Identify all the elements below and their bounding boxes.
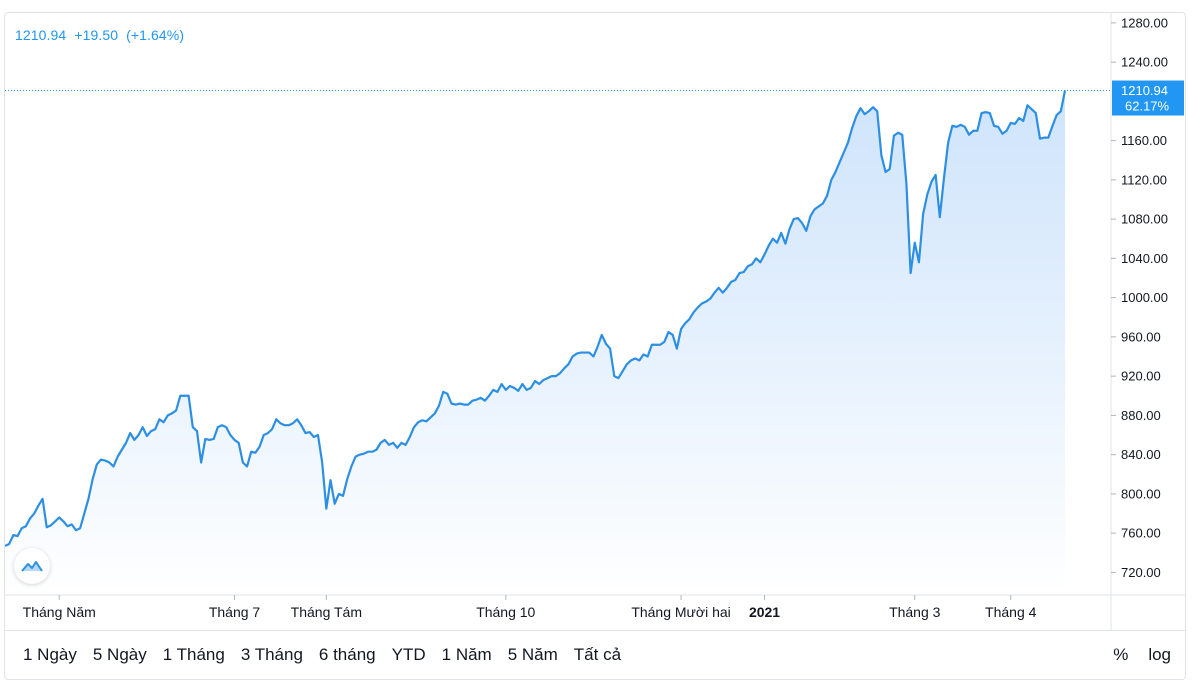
last-price-value: 1210.94 — [1121, 83, 1168, 98]
y-tick-label: 1240.00 — [1121, 55, 1168, 70]
legend-change: +19.50 — [74, 27, 119, 43]
x-tick-label: Tháng 10 — [476, 604, 535, 620]
range-button[interactable]: 1 Ngày — [23, 645, 77, 664]
range-button[interactable]: 6 tháng — [318, 645, 376, 664]
area-fill — [5, 90, 1065, 595]
range-button[interactable]: 5 Ngày — [92, 645, 147, 664]
log-scale-button[interactable]: log — [1148, 645, 1171, 664]
range-buttons: 1 Ngày 5 Ngày 1 Tháng 3 Tháng 6 tháng YTD 1 Nă… — [15, 645, 629, 665]
y-tick-label: 960.00 — [1121, 329, 1161, 344]
y-tick-label: 920.00 — [1121, 369, 1161, 384]
price-legend: 1210.94 +19.50 (+1.64%) — [15, 27, 188, 43]
chart-widget: 720.00 760.00 800.00 840.00 880.00 920.00 960.… — [4, 12, 1186, 680]
x-tick-label: 2021 — [749, 604, 780, 620]
y-tick-label: 1040.00 — [1121, 251, 1168, 266]
y-tick-label: 1000.00 — [1121, 290, 1168, 305]
x-tick-label: Tháng 4 — [985, 604, 1037, 620]
series-line — [5, 90, 1067, 547]
y-tick-label: 880.00 — [1121, 408, 1161, 423]
x-tick-label: Tháng 7 — [209, 604, 261, 620]
x-tick-label: Tháng Năm — [23, 604, 96, 620]
scale-buttons: % log — [1103, 645, 1181, 665]
range-button[interactable]: Tất cả — [573, 645, 622, 664]
range-button[interactable]: 5 Năm — [507, 645, 558, 664]
range-button[interactable]: 1 Tháng — [162, 645, 225, 664]
last-price-percent: 62.17% — [1125, 99, 1170, 114]
tradingview-logo-icon[interactable] — [14, 548, 50, 584]
y-tick-label: 1120.00 — [1121, 172, 1167, 187]
y-tick-label: 1280.00 — [1121, 15, 1168, 30]
range-button[interactable]: YTD — [391, 645, 426, 664]
y-tick-label: 800.00 — [1121, 486, 1161, 501]
x-tick-label: Tháng 3 — [889, 604, 941, 620]
y-tick-label: 1160.00 — [1121, 133, 1167, 148]
x-tick-label: Tháng Mười hai — [631, 604, 730, 620]
y-tick-label: 840.00 — [1121, 447, 1161, 462]
logo-mark-icon — [21, 561, 43, 572]
percent-scale-button[interactable]: % — [1113, 645, 1129, 664]
legend-change-pct: (+1.64%) — [126, 27, 185, 43]
y-tick-label: 760.00 — [1121, 526, 1161, 541]
area-chart[interactable]: 720.00 760.00 800.00 840.00 880.00 920.00 960.… — [5, 13, 1186, 630]
y-tick-label: 1080.00 — [1121, 212, 1168, 227]
last-price-label-bg — [1112, 80, 1184, 116]
x-tick-label: Tháng Tám — [291, 604, 362, 620]
range-button[interactable]: 1 Năm — [441, 645, 492, 664]
legend-price: 1210.94 — [15, 27, 67, 43]
y-tick-label: 720.00 — [1121, 565, 1161, 580]
range-toolbar: 1 Ngày 5 Ngày 1 Tháng 3 Tháng 6 tháng YTD 1 Nă… — [5, 630, 1185, 679]
range-button[interactable]: 3 Tháng — [240, 645, 303, 664]
